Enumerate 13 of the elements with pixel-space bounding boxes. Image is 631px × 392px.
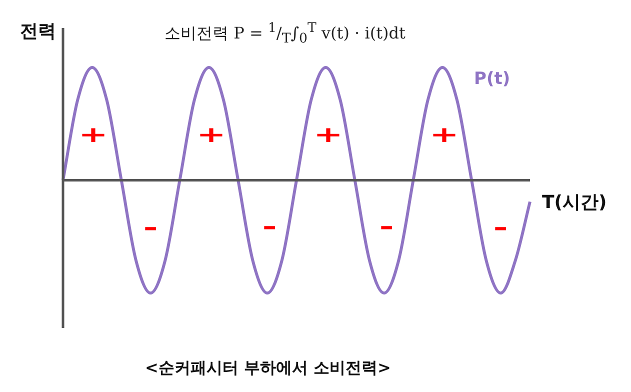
text: <순커패시터 부하에서 소비전력> [145, 358, 391, 378]
chart-title: 소비전력 P = $^{1}$/$_{T}$∫$_{0}$$^{T}$ v(t) · i(t)dt [164, 21, 406, 47]
annotation: + [429, 122, 459, 148]
annotation: - [262, 214, 276, 240]
annotation: + [313, 122, 343, 148]
annotation: + [78, 122, 108, 148]
annotation: - [378, 214, 394, 240]
annotation: - [142, 216, 158, 240]
series-label: P(t) [474, 69, 510, 89]
x-axis-title: T(시간) [542, 191, 607, 214]
annotation: - [492, 216, 508, 240]
y-axis-title: 전력 [20, 20, 56, 43]
annotation: + [196, 122, 226, 148]
